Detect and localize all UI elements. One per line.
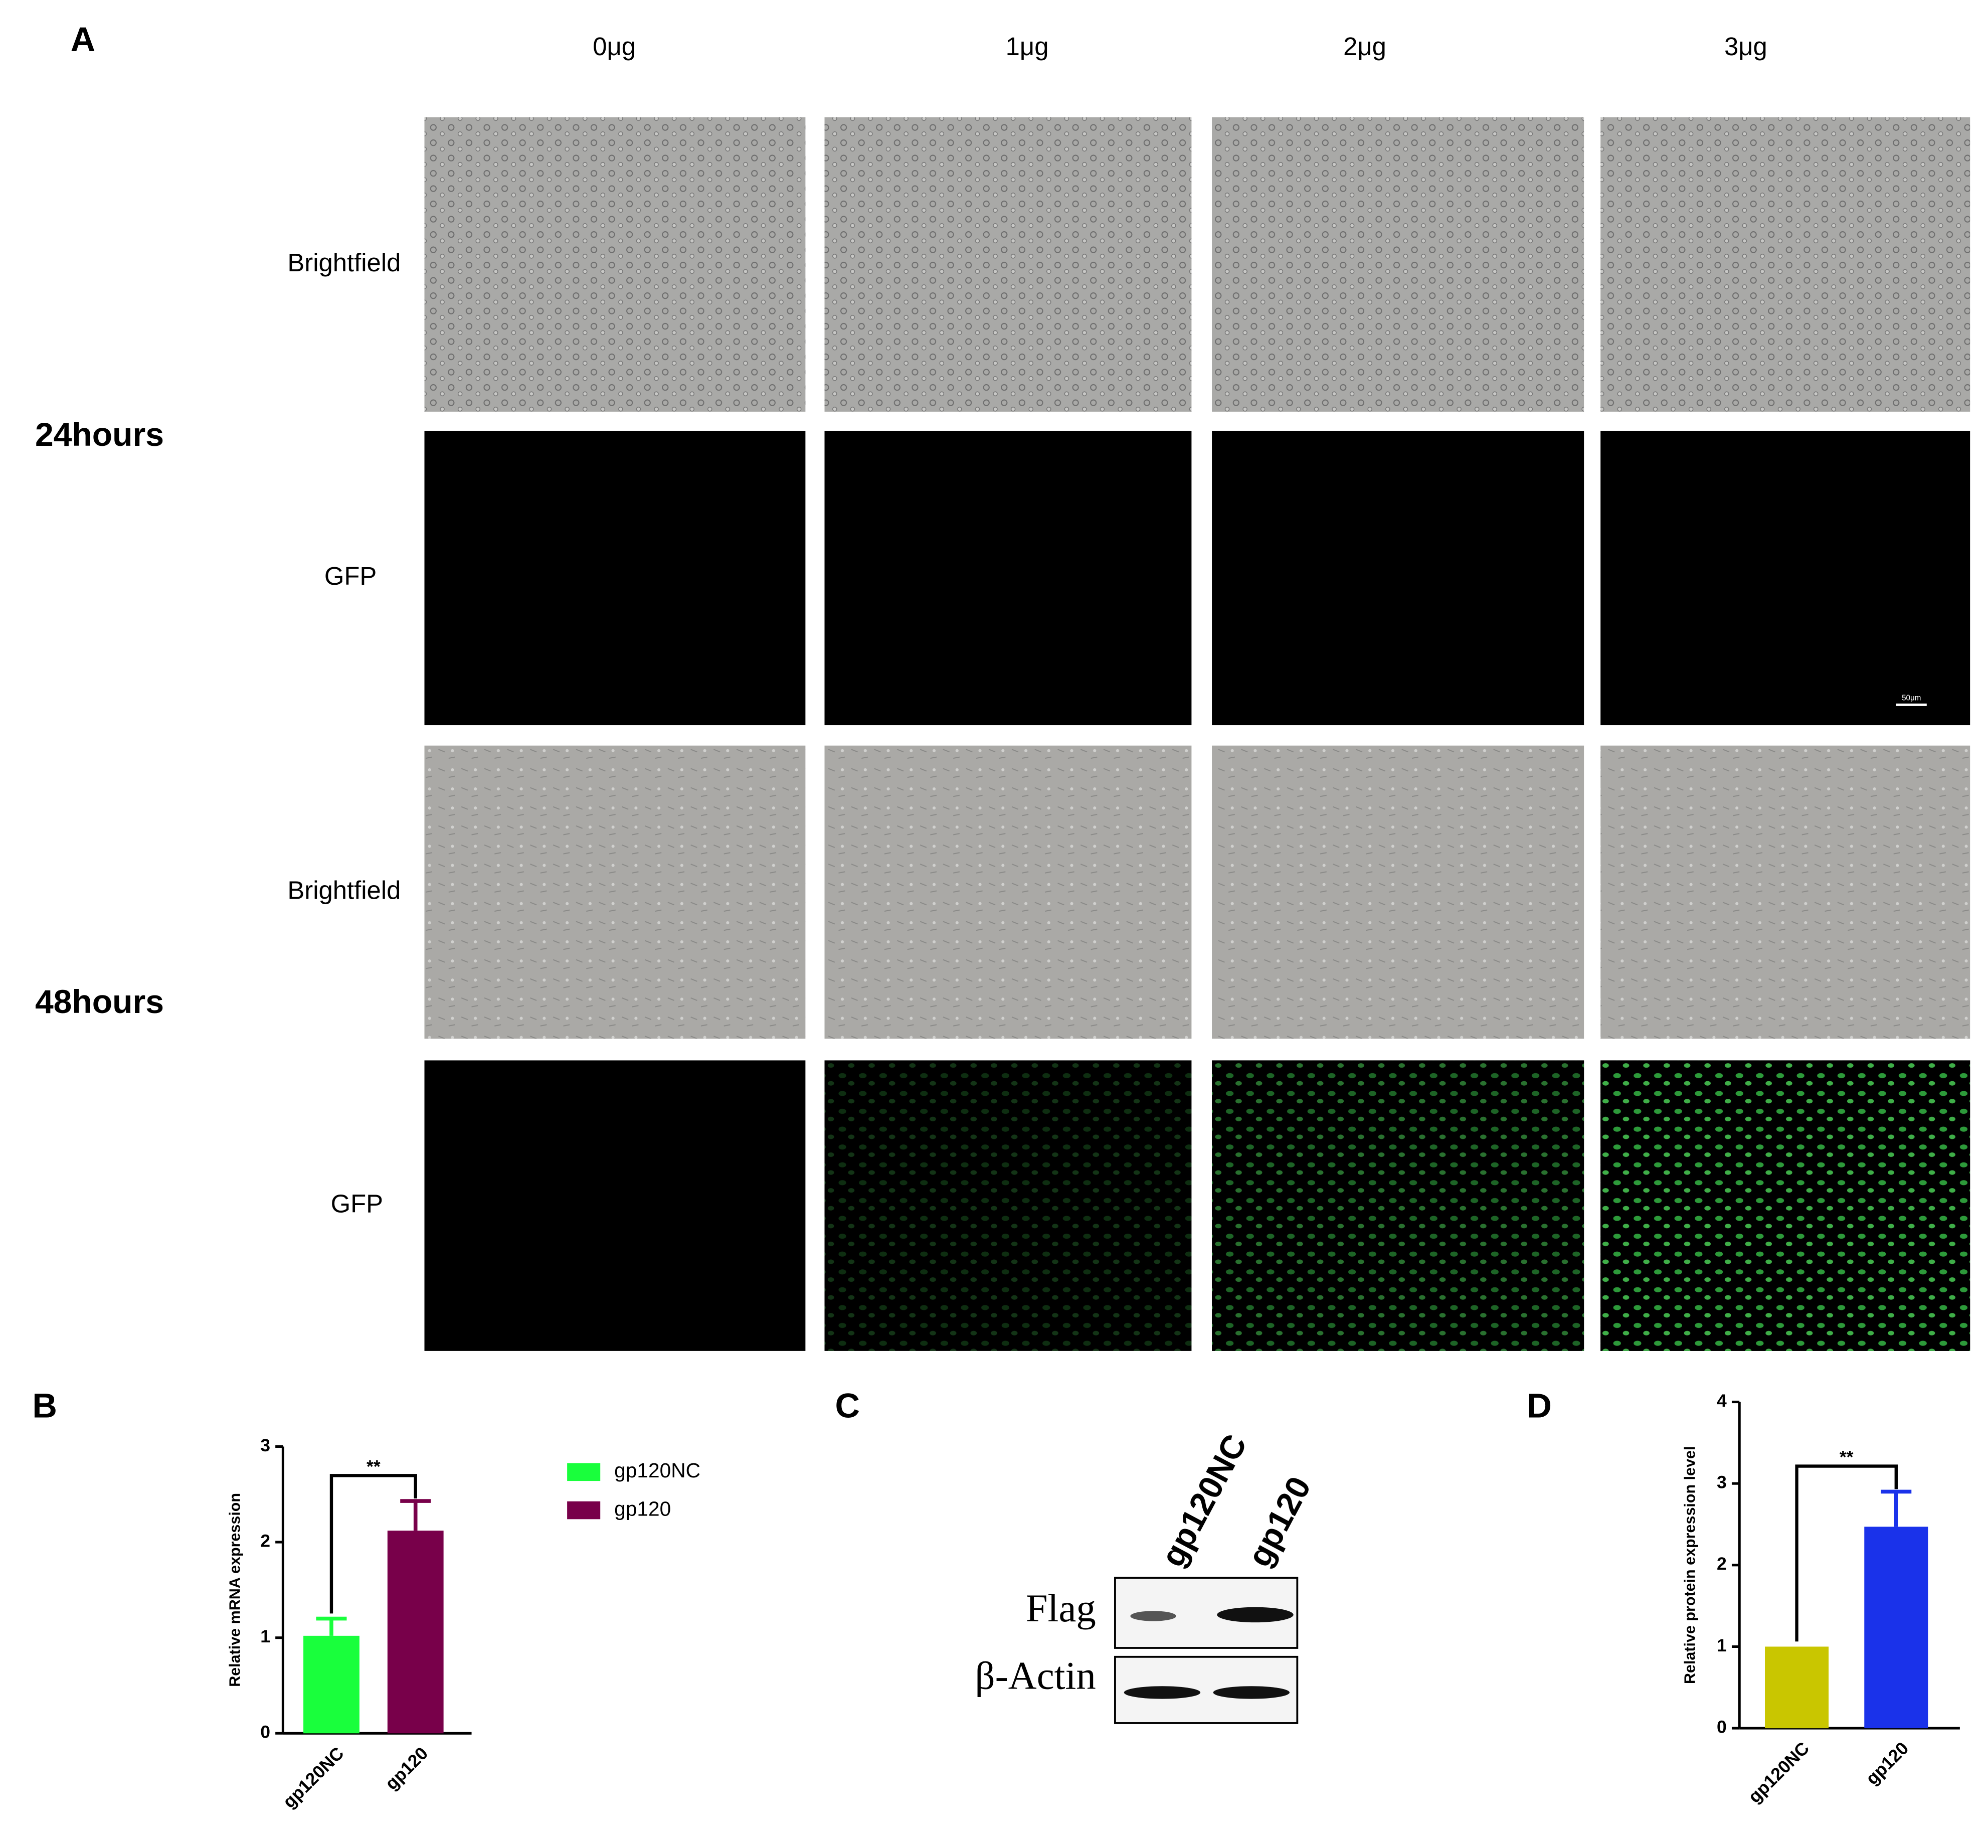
legend-label: gp120	[614, 1497, 671, 1520]
bar	[1765, 1646, 1829, 1729]
y-tick-label: 1	[260, 1626, 270, 1646]
y-tick-label: 3	[1717, 1472, 1727, 1492]
lane-label: gp120	[1240, 1471, 1318, 1573]
micrograph	[1212, 430, 1584, 726]
gfp-signal	[1212, 1060, 1584, 1351]
band-label: Flag	[1026, 1587, 1096, 1630]
column-label: 2μg	[1343, 32, 1386, 61]
panel-letter: D	[1527, 1386, 1552, 1425]
legend-swatch	[567, 1463, 601, 1481]
micrograph	[824, 117, 1192, 412]
time-label: 24hours	[35, 416, 164, 453]
scale-bar-label: 50μm	[1902, 694, 1921, 703]
column-label: 3μg	[1724, 32, 1767, 61]
significance-label: **	[367, 1456, 381, 1476]
micrograph	[1600, 430, 1970, 726]
y-tick-label: 0	[1717, 1717, 1727, 1737]
micrograph	[1600, 117, 1970, 412]
micrograph	[424, 430, 806, 726]
y-tick-label: 3	[260, 1435, 270, 1455]
channel-label: GFP	[331, 1190, 383, 1218]
legend-swatch	[567, 1501, 601, 1520]
y-tick-label: 2	[1717, 1554, 1727, 1574]
y-axis-label: Relative mRNA expression	[226, 1493, 243, 1687]
blot-band	[1130, 1611, 1176, 1621]
y-tick-label: 2	[260, 1531, 270, 1551]
time-label: 48hours	[35, 983, 164, 1021]
panel-a: A 0μg 1μg 2μg 3μg 24hours Brightfield GFP 48hour…	[35, 20, 1970, 1351]
micrograph	[824, 430, 1192, 726]
significance-label: **	[1840, 1447, 1854, 1467]
bar	[1864, 1527, 1928, 1729]
band-label: β-Actin	[975, 1654, 1096, 1698]
channel-label: Brightfield	[287, 248, 401, 277]
lane-label: gp120NC	[1154, 1428, 1254, 1573]
micrograph	[424, 1060, 806, 1351]
blot-band	[1217, 1607, 1294, 1623]
gfp-signal	[824, 1060, 1192, 1351]
channel-label: Brightfield	[287, 876, 401, 904]
x-tick-label: gp120	[381, 1743, 432, 1794]
channel-label: GFP	[324, 562, 377, 590]
gfp-signal	[1600, 1060, 1970, 1351]
micrograph	[424, 745, 806, 1039]
panel-letter: C	[835, 1386, 860, 1425]
significance-bracket	[1795, 1464, 1898, 1642]
bar	[387, 1531, 444, 1734]
y-axis-label: Relative protein expression level	[1682, 1446, 1699, 1684]
blot-band	[1213, 1686, 1290, 1699]
bar	[303, 1635, 359, 1734]
y-tick-label: 1	[1717, 1635, 1727, 1655]
micrograph	[1212, 745, 1584, 1039]
micrograph	[1600, 745, 1970, 1039]
micrograph	[424, 117, 806, 412]
y-tick-label: 4	[1717, 1391, 1727, 1411]
bar-chart: B 0 1 2 3 Relative mRNA expression gp120NC gp12…	[32, 1386, 700, 1812]
column-label: 0μg	[593, 32, 636, 61]
column-label: 1μg	[1006, 32, 1049, 61]
micrograph	[824, 745, 1192, 1039]
y-tick-label: 0	[260, 1722, 270, 1742]
bar-chart: D 0 1 2 3 4 Relative protein expression level g…	[1527, 1386, 1960, 1807]
x-tick-label: gp120	[1862, 1738, 1912, 1789]
panel-letter: A	[71, 20, 96, 59]
x-tick-label: gp120NC	[1744, 1738, 1813, 1807]
legend-label: gp120NC	[614, 1459, 700, 1482]
panel-letter: B	[32, 1386, 57, 1425]
x-tick-label: gp120NC	[279, 1743, 347, 1812]
blot-band	[1124, 1686, 1201, 1699]
micrograph	[1212, 117, 1584, 412]
significance-bracket	[329, 1474, 417, 1614]
